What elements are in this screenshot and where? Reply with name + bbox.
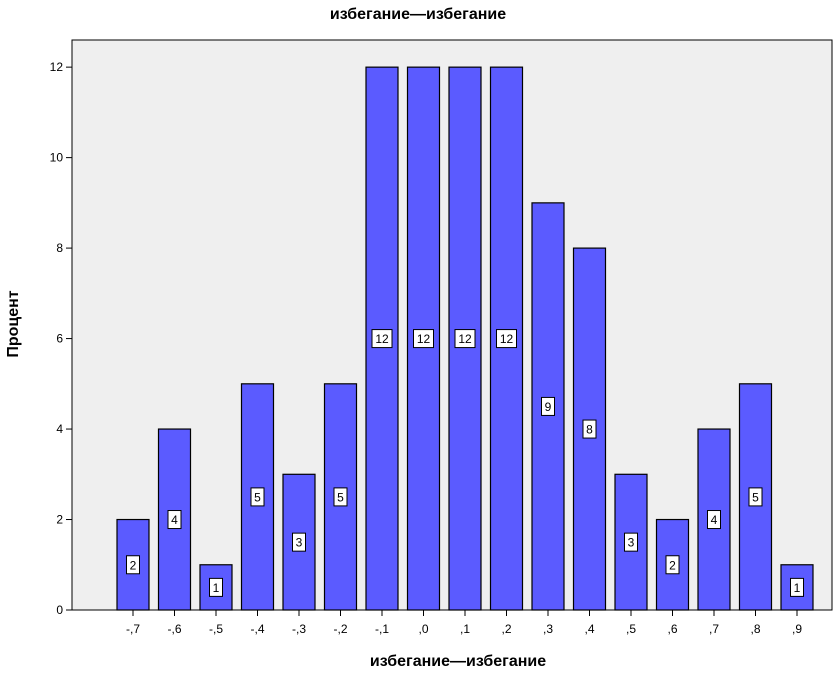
- x-tick-label: ,4: [584, 622, 594, 636]
- data-label-box: [333, 487, 348, 507]
- data-label-box: [748, 487, 763, 507]
- chart-title: избегание—избегание: [329, 6, 507, 23]
- data-label: 5: [752, 490, 759, 504]
- y-tick-label: 6: [56, 332, 63, 346]
- data-label: 12: [500, 332, 514, 346]
- data-label: 4: [171, 513, 178, 527]
- x-tick-label: -,3: [292, 622, 306, 636]
- bars-layer: 2 4 1 5 3 5 12 12 12 12 9 8 3 2 4 5 1: [116, 66, 814, 611]
- data-label: 3: [628, 536, 635, 550]
- data-label-box: [454, 329, 476, 349]
- x-tick-label: ,5: [626, 622, 636, 636]
- data-label-box: [209, 577, 223, 597]
- data-label: 3: [296, 536, 303, 550]
- data-label: 5: [254, 490, 261, 504]
- x-tick-label: ,2: [501, 622, 511, 636]
- x-tick-label: ,0: [418, 622, 428, 636]
- x-tick-label: ,1: [460, 622, 470, 636]
- x-tick-label: -,6: [167, 622, 181, 636]
- data-label-box: [371, 329, 393, 349]
- data-label-box: [413, 329, 434, 349]
- data-label: 4: [711, 513, 718, 527]
- y-tick-label: 4: [56, 422, 63, 436]
- data-label-box: [126, 555, 140, 575]
- y-tick-label: 12: [50, 60, 64, 74]
- data-label-box: [496, 329, 517, 349]
- x-tick-label: ,9: [792, 622, 802, 636]
- data-label-box: [665, 555, 680, 575]
- data-label: 9: [545, 400, 552, 414]
- y-tick-label: 8: [56, 241, 63, 255]
- data-label: 5: [337, 490, 344, 504]
- x-tick-label: -,5: [209, 622, 223, 636]
- data-label: 1: [794, 581, 801, 595]
- data-label: 2: [130, 558, 137, 572]
- x-tick-label: -,1: [375, 622, 389, 636]
- x-tick-label: -,2: [333, 622, 347, 636]
- data-label: 1: [213, 581, 220, 595]
- data-label: 2: [669, 558, 676, 572]
- x-tick-label: ,7: [709, 622, 719, 636]
- data-label-box: [250, 487, 265, 507]
- x-tick-label: -,4: [250, 622, 264, 636]
- bar: [365, 66, 399, 611]
- data-label-box: [167, 510, 182, 530]
- data-label-box: [541, 396, 555, 416]
- x-tick-label: ,6: [667, 622, 677, 636]
- x-axis-title: избегание—избегание: [369, 653, 547, 670]
- data-label-box: [292, 532, 306, 552]
- y-tick-label: 10: [50, 151, 64, 165]
- data-label-box: [790, 577, 804, 597]
- data-label: 12: [375, 332, 389, 346]
- data-label: 12: [417, 332, 431, 346]
- data-label-box: [707, 510, 721, 530]
- x-tick-label: ,8: [750, 622, 760, 636]
- data-label-box: [582, 419, 597, 439]
- y-tick-label: 0: [56, 603, 63, 617]
- x-tick-label: ,3: [543, 622, 553, 636]
- data-label: 12: [458, 332, 472, 346]
- y-tick-label: 2: [56, 513, 63, 527]
- data-label-box: [624, 532, 638, 552]
- x-tick-label: -,7: [126, 622, 140, 636]
- data-label: 8: [586, 423, 593, 437]
